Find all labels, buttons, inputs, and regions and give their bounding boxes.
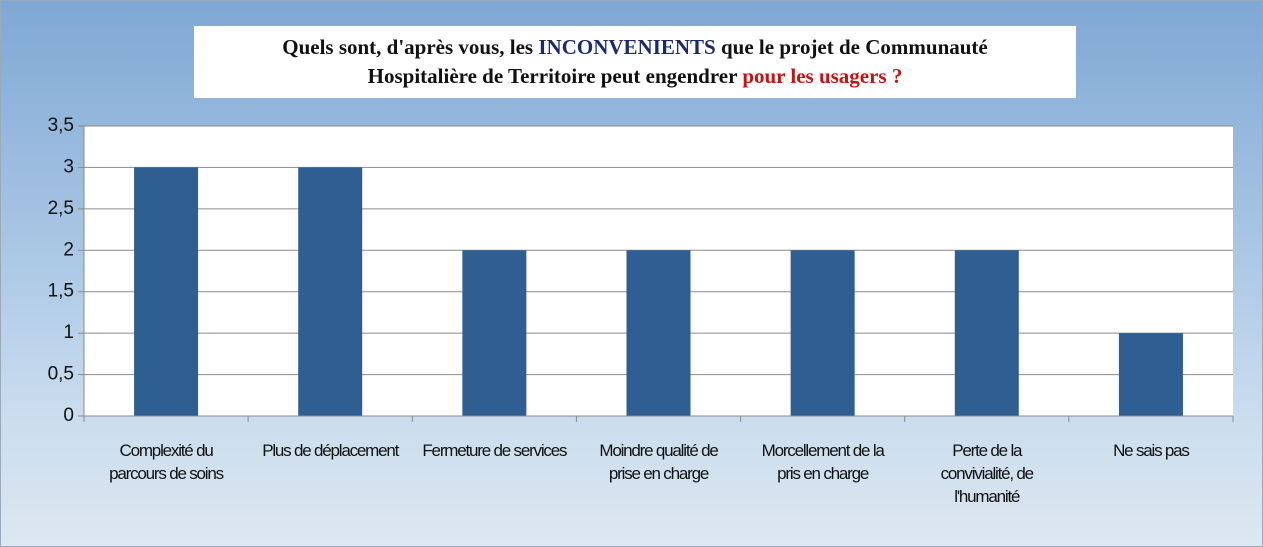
- bar: [134, 167, 199, 416]
- x-tick-label: Moindre qualité de prise en charge: [599, 441, 718, 483]
- bar: [626, 250, 691, 416]
- y-tick-label: 2: [63, 239, 74, 260]
- bar: [790, 250, 855, 416]
- x-tick-label: Morcellement de la pris en charge: [761, 441, 885, 483]
- y-tick-label: 1: [63, 322, 74, 343]
- bar: [462, 250, 527, 416]
- y-tick-label: 3: [63, 156, 74, 177]
- bar: [1118, 333, 1183, 416]
- x-tick-label: Ne sais pas: [1113, 441, 1190, 460]
- x-tick-label: Perte de la convivialité, de l'humanité: [940, 441, 1035, 506]
- title-part: pour les usagers ?: [742, 64, 903, 88]
- title-line: Quels sont, d'après vous, les INCONVENIE…: [194, 33, 1076, 62]
- bar: [298, 167, 363, 416]
- y-tick-label: 2,5: [48, 198, 74, 219]
- y-tick-label: 0: [63, 405, 74, 426]
- y-tick-label: 3,5: [48, 115, 74, 136]
- x-tick-label: Complexité du parcours de soins: [109, 441, 224, 483]
- title-line: Hospitalière de Territoire peut engendre…: [194, 62, 1076, 91]
- title-part: que le projet de Communauté: [715, 35, 988, 59]
- chart-title: Quels sont, d'après vous, les INCONVENIE…: [194, 26, 1076, 98]
- y-tick-label: 0,5: [48, 364, 74, 385]
- title-part: Hospitalière de Territoire peut engendre…: [367, 64, 743, 88]
- bar: [954, 250, 1019, 416]
- title-part: Quels sont, d'après vous, les: [282, 35, 539, 59]
- y-tick-label: 1,5: [48, 281, 74, 302]
- title-part: INCONVENIENTS: [538, 35, 716, 59]
- x-tick-label: Plus de déplacement: [262, 441, 399, 460]
- x-tick-label: Fermeture de services: [422, 441, 567, 460]
